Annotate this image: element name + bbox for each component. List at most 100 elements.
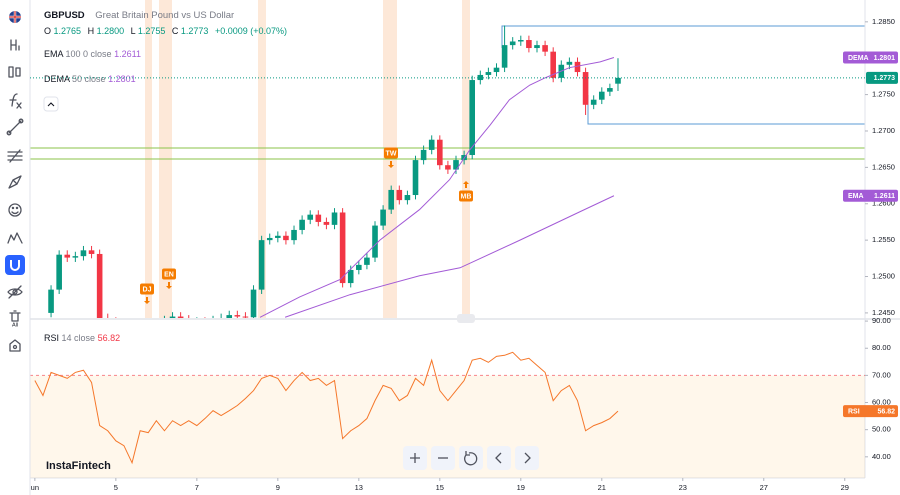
scroll-left-button[interactable] <box>487 446 511 470</box>
x-tick-label: 5 <box>114 483 118 492</box>
ohlc-value: 1.2765 <box>54 26 82 36</box>
candle-body <box>534 45 540 49</box>
legend-value: 56.82 <box>98 333 121 343</box>
tool-icon[interactable] <box>7 232 23 244</box>
value-badge <box>843 405 898 418</box>
candle-body <box>56 254 62 290</box>
candle-body <box>307 214 314 220</box>
candle-body <box>331 212 338 225</box>
header-line: GBPUSD Great Britain Pound vs US Dollar <box>44 10 234 21</box>
tool-icon[interactable] <box>10 39 20 51</box>
tool-icon[interactable] <box>9 339 21 352</box>
y-tick-label: 80.00 <box>872 343 891 352</box>
candle-body <box>404 195 411 201</box>
ohlc-value: 1.2773 <box>181 26 209 36</box>
candle-body <box>607 88 613 92</box>
candle-body <box>48 289 54 313</box>
ema-legend: EMA 100 0 close 1.2611 <box>44 49 141 59</box>
active-tool[interactable] <box>5 255 25 275</box>
candle-body <box>80 250 87 257</box>
candle-body <box>266 237 273 241</box>
candle-body <box>542 45 548 52</box>
candle-body <box>364 257 370 265</box>
y-tick-label: 60.00 <box>872 398 891 407</box>
candle-body <box>258 240 265 290</box>
candle-body <box>420 149 427 161</box>
tool-icon[interactable] <box>8 175 22 189</box>
reset-button[interactable] <box>459 446 483 470</box>
candle-body <box>226 315 233 318</box>
ohlc-line: O 1.2765 H 1.2800 L 1.2755 C 1.2773 +0.0… <box>44 26 287 36</box>
x-tick-label: 21 <box>598 483 606 492</box>
candle-body <box>445 165 451 170</box>
candle-body <box>437 139 443 166</box>
event-arrow <box>388 161 394 168</box>
indicator-line <box>259 57 615 318</box>
candle-body <box>550 51 556 78</box>
scroll-left-icon <box>495 452 502 464</box>
badge-name: RSI <box>848 409 860 416</box>
dema-legend: DEMA 50 close 1.2801 <box>44 74 136 84</box>
candle-body <box>615 77 621 84</box>
last-price-badge <box>866 71 898 84</box>
y-tick-label: 1.2550 <box>872 235 895 244</box>
candle-body <box>469 80 476 155</box>
ohlc-key: C <box>172 26 179 36</box>
tool-icon[interactable] <box>7 285 23 299</box>
legend-params: 14 close <box>62 333 96 343</box>
y-tick-label: 50.00 <box>872 425 891 434</box>
candle-body <box>590 99 597 105</box>
drawings <box>30 25 865 160</box>
candle-body <box>574 61 581 73</box>
navigation <box>403 446 539 470</box>
candle-body <box>501 45 508 68</box>
event-marker <box>384 147 398 159</box>
value-badge <box>843 51 898 64</box>
tool-icon[interactable] <box>9 93 22 109</box>
magnet-icon <box>10 260 20 271</box>
badge-value: 1.2611 <box>874 193 895 200</box>
candle-body <box>517 40 524 42</box>
tool-icon[interactable] <box>6 118 24 136</box>
x-tick-label: 23 <box>679 483 687 492</box>
candle-body <box>356 264 362 270</box>
flag-icon <box>9 11 21 23</box>
event-label: TW <box>386 150 397 157</box>
badge-name: EMA <box>848 193 864 200</box>
candle-body <box>428 139 435 150</box>
y-tick-label: 1.2650 <box>872 162 895 171</box>
indicator-line <box>34 351 619 465</box>
candle-body <box>526 40 532 49</box>
tool-icon[interactable] <box>9 310 21 322</box>
candle-body <box>412 160 419 196</box>
tool-icon[interactable] <box>8 203 22 217</box>
x-tick-label: 9 <box>276 483 280 492</box>
legend-name: EMA <box>44 49 64 59</box>
candle-body <box>566 61 573 65</box>
left-toolbar: All <box>5 0 31 495</box>
range-box <box>501 25 865 48</box>
collapse-icon <box>47 102 55 107</box>
ohlc-value: 1.2755 <box>138 26 166 36</box>
value-badge <box>843 189 898 202</box>
candle-body <box>347 269 354 284</box>
scroll-right-button[interactable] <box>515 446 539 470</box>
x-tick-label: 13 <box>355 483 363 492</box>
candle-body <box>169 316 176 318</box>
y-tick-label: 90.00 <box>872 316 891 325</box>
price-pane <box>48 25 621 318</box>
ohlc-key: L <box>131 26 136 36</box>
pane-handle[interactable] <box>457 314 475 323</box>
candle-body <box>315 214 322 222</box>
y-tick-label: 1.2500 <box>872 272 895 281</box>
collapse-button[interactable] <box>43 96 59 112</box>
ohlc-value: 1.2800 <box>97 26 125 36</box>
y-tick-label: 40.00 <box>872 452 891 461</box>
tool-icon[interactable] <box>7 149 23 163</box>
y-tick-label: 1.2600 <box>872 199 895 208</box>
candle-body <box>485 72 492 75</box>
tool-icon[interactable] <box>8 66 21 78</box>
legend-value: 1.2611 <box>114 49 141 59</box>
candle-body <box>177 316 184 318</box>
